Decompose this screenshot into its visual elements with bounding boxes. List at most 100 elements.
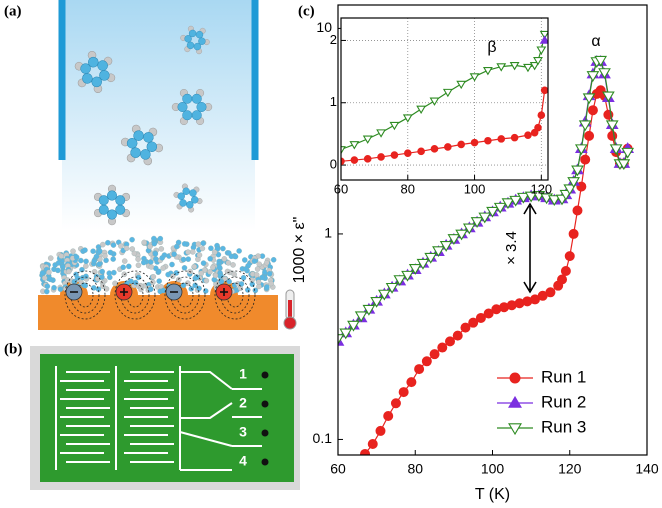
film-atom <box>51 285 56 290</box>
data-point <box>391 152 398 159</box>
x-tick-label: 100 <box>481 461 505 477</box>
film-atom <box>271 257 276 262</box>
carbon-atom <box>192 94 202 104</box>
film-atom <box>267 271 272 276</box>
film-atom <box>227 279 232 284</box>
thermometer <box>284 290 296 329</box>
film-atom <box>48 256 53 261</box>
film-atom <box>159 246 164 251</box>
y-tick-label: 1 <box>324 225 332 241</box>
data-point <box>446 337 455 346</box>
film-atom <box>141 260 146 265</box>
film-atom <box>220 246 225 251</box>
electrode-contact <box>262 372 269 379</box>
film-atom <box>232 272 237 277</box>
electrode-contact <box>262 430 269 437</box>
electrode-contact <box>262 459 269 466</box>
film-atom <box>105 240 110 245</box>
data-point <box>608 131 617 140</box>
data-point <box>565 252 574 261</box>
film-atom <box>42 275 47 280</box>
data-point <box>391 399 400 408</box>
carbon-atom <box>178 102 188 112</box>
data-point <box>546 288 555 297</box>
data-point <box>498 136 505 143</box>
x-tick-label: 80 <box>401 181 415 196</box>
film-atom <box>107 271 112 276</box>
film-atom <box>264 284 269 289</box>
film-atom <box>212 250 217 255</box>
data-point <box>430 350 439 359</box>
film-atom <box>208 246 213 251</box>
x-tick-label: 100 <box>464 181 486 196</box>
film-atom <box>66 269 71 274</box>
film-atom <box>185 250 190 255</box>
film-atom <box>150 280 155 285</box>
film-atom <box>97 249 102 254</box>
film-atom <box>230 262 235 267</box>
data-point <box>588 106 597 115</box>
film-atom <box>186 257 191 262</box>
data-point <box>404 150 411 157</box>
inset-chart: 6080100120012β <box>330 18 552 196</box>
film-atom <box>100 242 105 247</box>
data-point <box>561 267 570 276</box>
ratio-label: × 3.4 <box>503 231 520 265</box>
electrode-number: 2 <box>239 395 247 411</box>
film-atom <box>111 256 116 261</box>
film-atom <box>153 256 158 261</box>
film-atom <box>264 260 269 265</box>
electrode-number: 4 <box>239 453 247 469</box>
film-atom <box>181 257 186 262</box>
film-atom <box>45 284 50 289</box>
film-atom <box>74 255 79 260</box>
film-atom <box>166 272 171 277</box>
film-atom <box>222 256 227 261</box>
film-atom <box>257 262 262 267</box>
plot-area <box>341 18 548 180</box>
film-atom <box>169 262 174 267</box>
film-atom <box>55 268 60 273</box>
film-atom <box>58 287 63 292</box>
film-atom <box>156 269 161 274</box>
data-point <box>422 357 431 366</box>
film-atom <box>253 288 258 293</box>
legend-label: Run 2 <box>541 392 586 411</box>
y-tick-label: 0 <box>330 156 337 171</box>
film-atom <box>147 244 152 249</box>
panel-a <box>38 0 296 330</box>
film-atom <box>124 246 129 251</box>
film-atom <box>189 286 194 291</box>
data-point <box>415 365 424 374</box>
film-atom <box>182 265 187 270</box>
film-atom <box>46 270 51 275</box>
film-atom <box>108 250 113 255</box>
data-point <box>364 156 371 163</box>
y-tick-label: 1 <box>330 94 337 109</box>
film-atom <box>151 236 156 241</box>
data-point <box>585 131 594 140</box>
film-atom <box>133 280 138 285</box>
film-atom <box>225 269 230 274</box>
film-atom <box>196 242 201 247</box>
data-point <box>525 132 532 139</box>
film-atom <box>208 256 213 261</box>
film-atom <box>153 251 158 256</box>
carbon-atom <box>192 110 202 120</box>
film-atom <box>111 242 116 247</box>
film-atom <box>174 270 179 275</box>
data-point <box>431 146 438 153</box>
data-point <box>378 154 385 161</box>
film-atom <box>126 264 131 269</box>
film-atom <box>135 257 140 262</box>
film-atom <box>182 241 187 246</box>
panel-label: (a) <box>4 3 22 19</box>
film-atom <box>226 260 231 265</box>
film-atom <box>176 277 181 282</box>
film-atom <box>204 278 209 283</box>
film-atom <box>172 252 177 257</box>
data-point <box>368 440 377 449</box>
film-atom <box>226 250 231 255</box>
film-atom <box>136 263 141 268</box>
film-atom <box>122 258 127 263</box>
